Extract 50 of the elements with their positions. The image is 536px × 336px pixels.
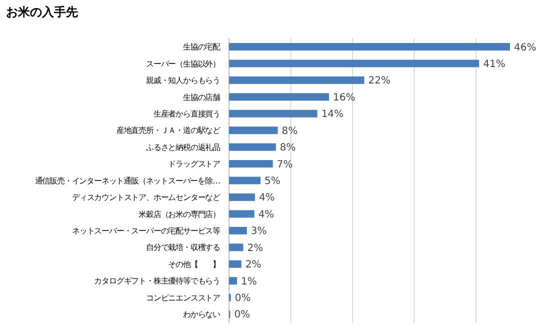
- y-tick-label: 米穀店（お米の専門店）: [138, 208, 220, 219]
- data-label: 3%: [250, 226, 267, 238]
- y-tick-label: 生協の宅配: [182, 42, 221, 52]
- text: お米の入手先: [6, 5, 78, 19]
- y-tick-label: ディスカウントストア、ホームセンターなど: [72, 192, 221, 202]
- y-tick-label: 生産者から直接買う: [153, 108, 220, 119]
- data-label: 0%: [234, 310, 250, 321]
- bar: [229, 244, 244, 252]
- y-tick-label: ネットスーパー・スーパーの宅配サービス等: [72, 226, 221, 236]
- data-label: 16%: [333, 92, 356, 104]
- data-label: 8%: [280, 142, 296, 154]
- bar: [229, 76, 364, 84]
- data-label: 4%: [258, 192, 275, 204]
- y-tick-label: 親戚・知人からもらう: [146, 75, 220, 86]
- data-label: 14%: [321, 109, 344, 120]
- data-label: 5%: [264, 176, 280, 187]
- y-tick-label: わからない: [182, 309, 221, 320]
- y-tick-label: ふるさと納税の返礼品: [144, 142, 221, 152]
- bar: [229, 126, 278, 134]
- bar: [229, 60, 480, 68]
- y-tick-label: スーパー（生協以外）: [146, 58, 220, 68]
- data-label: 4%: [258, 209, 274, 220]
- data-label: 0%: [234, 293, 251, 304]
- data-label: 46%: [514, 42, 536, 54]
- data-label: 41%: [483, 58, 506, 70]
- bar: [229, 160, 273, 168]
- data-label: 22%: [368, 76, 390, 87]
- y-tick-label: 産地直売所・ＪＡ・道の駅など: [116, 125, 221, 136]
- data-label: 1%: [241, 276, 257, 288]
- y-tick-label: カタログギフト・株主優待等でもらう: [94, 276, 220, 286]
- bar: [229, 210, 254, 218]
- bar: [229, 43, 510, 51]
- bar: [229, 176, 260, 184]
- bar: [229, 277, 238, 285]
- y-tick-label: コンビニエンスストア: [146, 292, 221, 302]
- data-label: 8%: [282, 126, 298, 137]
- y-tick-label: ドラッグストア: [168, 158, 221, 169]
- y-tick-label: その他【 】: [168, 258, 220, 269]
- bar: [229, 260, 242, 268]
- bar: [229, 93, 330, 101]
- data-label: 2%: [245, 260, 262, 271]
- y-tick-label: 生協の店舗: [182, 92, 221, 102]
- bar: [229, 143, 276, 151]
- y-tick-label: 自分で栽培・収穫する: [146, 242, 220, 252]
- bar: [229, 226, 247, 234]
- bar: [229, 110, 318, 118]
- data-label: 2%: [247, 242, 264, 254]
- bar: [229, 193, 255, 201]
- data-label: 7%: [276, 159, 293, 170]
- y-tick-label: 通信販売・インターネット通販（ネットスーパーを除…: [34, 175, 220, 186]
